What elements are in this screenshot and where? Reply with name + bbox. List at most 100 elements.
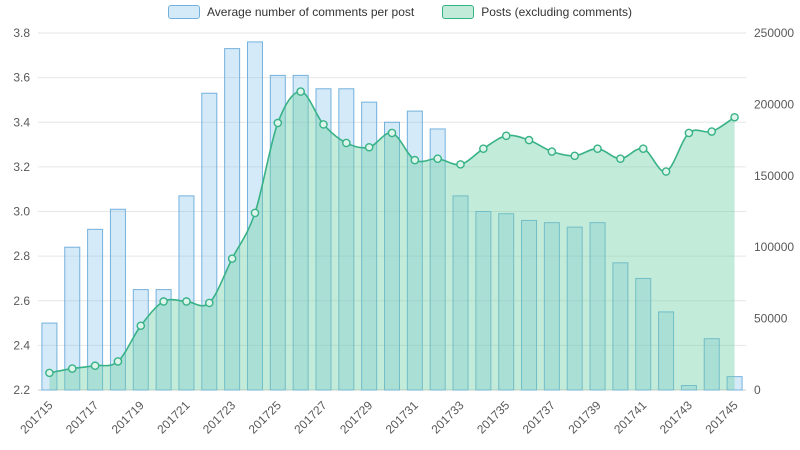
marker-201725[interactable]: [273, 118, 283, 128]
x-axis-tick-label: 201727: [291, 398, 329, 436]
bar-201740[interactable]: [612, 262, 629, 391]
marker-201743[interactable]: [684, 128, 694, 138]
bar-201743[interactable]: [680, 385, 697, 391]
right-axis-tick-label: 50000: [754, 312, 788, 326]
bar-201736[interactable]: [521, 219, 538, 391]
marker-201715[interactable]: [45, 368, 54, 378]
x-axis-tick-label: 201737: [520, 398, 558, 436]
right-axis-tick-label: 250000: [754, 26, 794, 40]
bar-201739[interactable]: [589, 222, 606, 391]
marker-201718[interactable]: [113, 357, 123, 366]
right-axis-tick-label: 0: [754, 383, 761, 397]
bar-201735[interactable]: [498, 213, 515, 391]
bar-201718[interactable]: [109, 208, 126, 391]
bar-201732[interactable]: [429, 128, 446, 391]
legend-item-posts[interactable]: Posts (excluding comments): [442, 5, 632, 19]
marker-201721[interactable]: [182, 297, 191, 306]
marker-201739[interactable]: [593, 144, 602, 153]
x-axis-tick-label: 201733: [428, 398, 466, 436]
x-axis-tick-label: 201719: [109, 398, 147, 436]
marker-201735[interactable]: [501, 131, 511, 141]
bar-201729[interactable]: [361, 101, 378, 391]
marker-201744[interactable]: [707, 127, 717, 136]
marker-201738[interactable]: [570, 151, 580, 161]
x-axis-tick-label: 201741: [611, 398, 649, 436]
bar-201741[interactable]: [635, 277, 652, 391]
marker-201742[interactable]: [661, 167, 671, 176]
marker-201728[interactable]: [342, 138, 351, 148]
x-axis-tick-label: 201721: [154, 398, 192, 436]
bar-201728[interactable]: [338, 88, 355, 391]
bar-201730[interactable]: [384, 121, 400, 391]
marker-201731[interactable]: [410, 155, 420, 165]
bar-201717[interactable]: [87, 228, 104, 391]
left-axis-tick-label: 3.4: [13, 115, 30, 129]
marker-201716[interactable]: [67, 364, 77, 373]
bar-201742[interactable]: [658, 311, 675, 391]
marker-201729[interactable]: [364, 142, 374, 152]
bar-201726[interactable]: [292, 74, 309, 391]
marker-201722[interactable]: [204, 298, 214, 308]
legend-label-posts: Posts (excluding comments): [481, 5, 632, 19]
bar-201720[interactable]: [155, 289, 172, 391]
left-axis-tick-label: 2.4: [13, 338, 30, 352]
x-axis-tick-label: 201715: [17, 398, 55, 436]
left-axis-tick-label: 3.6: [13, 71, 30, 85]
left-axis-tick-label: 2.2: [13, 383, 30, 397]
x-axis-tick-label: 201717: [63, 398, 101, 436]
x-axis-tick-label: 201725: [246, 398, 284, 436]
left-axis-tick-label: 2.8: [13, 249, 30, 263]
bar-201738[interactable]: [566, 226, 583, 391]
marker-201734[interactable]: [479, 144, 488, 153]
x-axis-tick-label: 201745: [702, 398, 740, 436]
marker-201737[interactable]: [547, 147, 557, 156]
legend-swatch-bar: [168, 5, 201, 19]
bar-201722[interactable]: [201, 92, 218, 391]
bar-201716[interactable]: [64, 246, 81, 391]
bar-201721[interactable]: [178, 195, 195, 391]
bar-201737[interactable]: [543, 222, 560, 391]
bar-201725[interactable]: [269, 74, 286, 391]
left-axis-tick-label: 3.0: [13, 205, 30, 219]
marker-201730[interactable]: [387, 128, 397, 138]
marker-201717[interactable]: [90, 361, 100, 371]
marker-201732[interactable]: [433, 154, 442, 163]
x-axis-tick-label: 201729: [337, 398, 375, 436]
x-axis-tick-label: 201739: [565, 398, 603, 436]
bar-201719[interactable]: [132, 289, 149, 391]
marker-201740[interactable]: [616, 154, 625, 163]
marker-201733[interactable]: [456, 160, 465, 169]
bar-201733[interactable]: [452, 195, 469, 391]
marker-201727[interactable]: [319, 120, 328, 129]
posts-area: [49, 91, 735, 390]
bar-201731[interactable]: [406, 110, 423, 391]
marker-201724[interactable]: [250, 208, 260, 218]
bar-201744[interactable]: [703, 338, 720, 391]
bar-201727[interactable]: [315, 88, 332, 391]
left-axis-tick-label: 3.8: [13, 26, 30, 40]
marker-201726[interactable]: [296, 87, 305, 96]
right-axis-tick-label: 150000: [754, 169, 794, 183]
legend-swatch-area: [442, 5, 475, 19]
right-axis-tick-label: 200000: [754, 97, 794, 111]
x-axis-tick-label: 201731: [383, 398, 421, 436]
marker-201736[interactable]: [524, 135, 534, 145]
marker-201745[interactable]: [730, 112, 739, 122]
x-axis-tick-label: 201723: [200, 398, 238, 436]
chart-legend: Average number of comments per post Post…: [0, 5, 800, 19]
x-axis-tick-label: 201743: [657, 398, 695, 436]
marker-201723[interactable]: [227, 254, 237, 263]
legend-label-comments: Average number of comments per post: [207, 5, 415, 19]
right-axis-tick-label: 100000: [754, 240, 794, 254]
left-axis-tick-label: 2.6: [13, 294, 30, 308]
marker-201720[interactable]: [159, 297, 168, 306]
bar-201723[interactable]: [224, 48, 241, 391]
bar-201734[interactable]: [475, 211, 492, 391]
bar-201745[interactable]: [726, 376, 743, 391]
marker-201741[interactable]: [638, 144, 648, 153]
legend-item-comments[interactable]: Average number of comments per post: [168, 5, 414, 19]
x-axis-tick-label: 201735: [474, 398, 512, 436]
marker-201719[interactable]: [136, 321, 146, 331]
